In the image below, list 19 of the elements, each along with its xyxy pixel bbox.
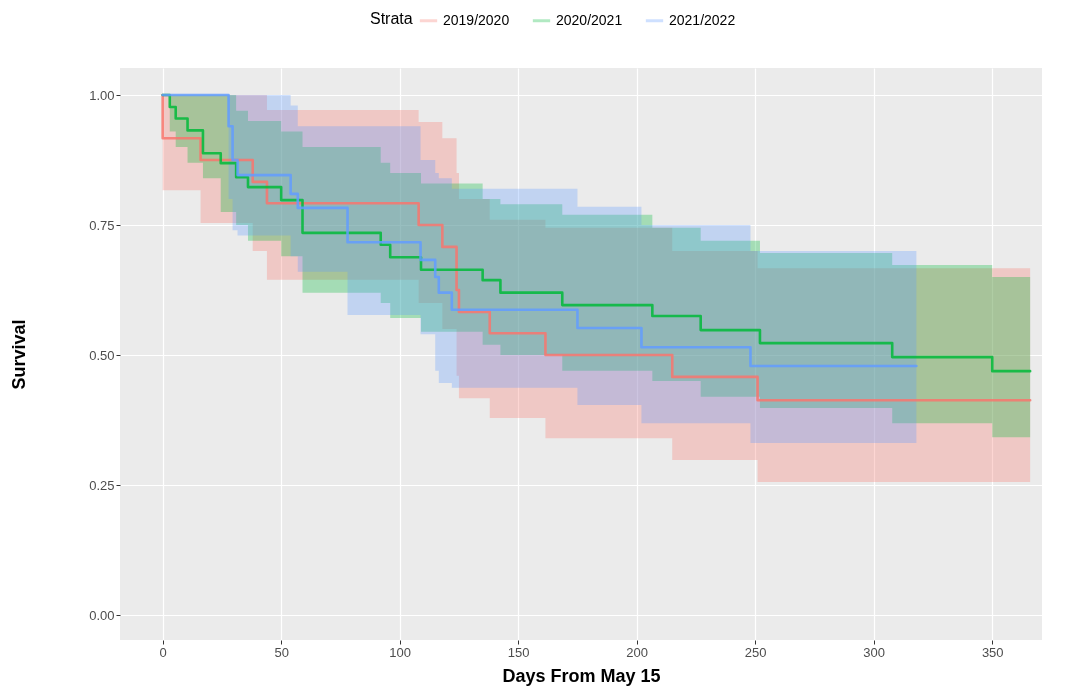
x-tick-label: 350 xyxy=(981,644,1004,660)
legend-label: 2021/2022 xyxy=(669,11,736,28)
x-tick-label: 200 xyxy=(626,644,649,660)
x-tick-label: 150 xyxy=(507,644,530,660)
x-tick-label: 100 xyxy=(389,644,412,660)
y-tick-label: 0.00 xyxy=(89,607,115,623)
x-tick-label: 250 xyxy=(744,644,767,660)
legend-label: 2020/2021 xyxy=(556,11,623,28)
y-tick-label: 1.00 xyxy=(89,87,115,103)
y-tick-label: 0.50 xyxy=(89,347,115,363)
legend-label: 2019/2020 xyxy=(443,11,510,28)
x-tick-label: 0 xyxy=(159,644,167,660)
y-tick-label: 0.75 xyxy=(89,217,115,233)
x-tick-label: 300 xyxy=(863,644,886,660)
legend-title: Strata xyxy=(370,10,413,27)
x-axis-title: Days From May 15 xyxy=(502,665,661,686)
x-tick-label: 50 xyxy=(274,644,289,660)
y-tick-label: 0.25 xyxy=(89,477,115,493)
y-axis-title: Survival xyxy=(9,319,30,390)
